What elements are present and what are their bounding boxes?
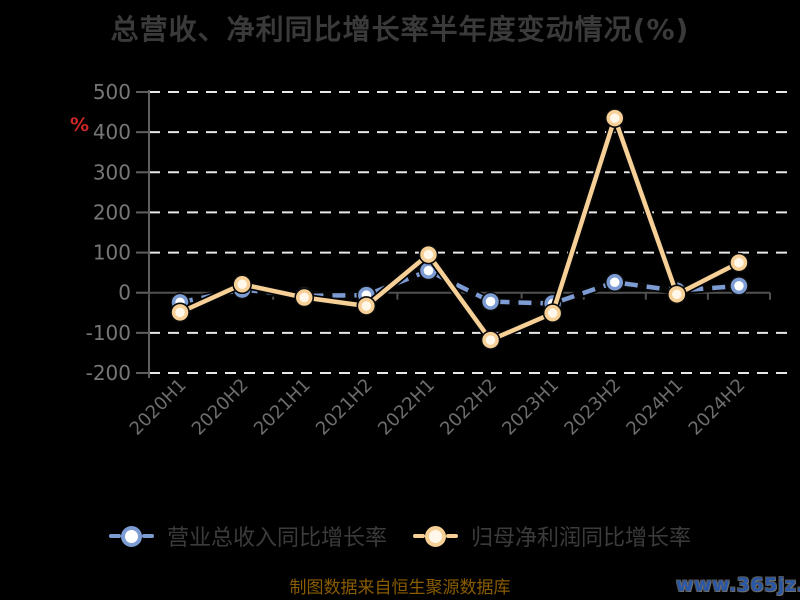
x-tick-label-2022H1: 2022H1 xyxy=(374,375,439,440)
site-watermark: www.365jz.com xyxy=(676,574,800,596)
x-tick-label-2023H2: 2023H2 xyxy=(560,375,625,440)
x-tick-label-2021H1: 2021H1 xyxy=(250,375,315,440)
chart-legend: 营业总收入同比增长率 归母净利润同比增长率 xyxy=(0,520,800,552)
data-point-2024H2 xyxy=(730,254,748,271)
data-point-2024H2 xyxy=(730,277,748,295)
data-point-ring xyxy=(232,274,252,295)
legend-line-segment xyxy=(141,534,154,538)
data-point-ring xyxy=(356,296,377,316)
y-tick-label-0: 0 xyxy=(118,281,131,305)
x-tick-label-2024H2: 2024H2 xyxy=(685,375,750,440)
y-tick-label--100: -100 xyxy=(86,321,131,345)
x-tick-label-2021H2: 2021H2 xyxy=(312,375,377,440)
series-line-1 xyxy=(179,115,740,343)
data-point-2021H2 xyxy=(358,297,375,315)
data-point-2023H1 xyxy=(544,304,561,322)
legend-line-circle-icon xyxy=(108,525,154,547)
legend-item-profit[interactable]: 归母净利润同比增长率 xyxy=(413,520,691,552)
x-tick-label-2024H1: 2024H1 xyxy=(622,375,687,440)
legend-line-circle-icon xyxy=(413,525,458,547)
legend-circle-marker xyxy=(120,525,142,547)
data-source-note: 制图数据来自恒生聚源数据库 xyxy=(289,578,511,598)
legend-label: 营业总收入同比增长率 xyxy=(166,526,387,551)
y-tick-label-500: 500 xyxy=(93,80,131,104)
data-point-ring xyxy=(667,284,687,305)
data-point-2021H1 xyxy=(296,289,313,306)
legend-line-segment xyxy=(446,534,458,538)
y-tick-label--200: -200 xyxy=(86,361,131,385)
y-tick-label-300: 300 xyxy=(93,160,131,184)
data-point-2024H1 xyxy=(668,286,686,303)
data-point-ring xyxy=(542,303,563,324)
data-point-2020H1 xyxy=(171,304,189,321)
y-axis-unit-label: % xyxy=(70,114,90,136)
x-tick-label-2023H1: 2023H1 xyxy=(498,375,563,440)
x-tick-label-2020H1: 2020H1 xyxy=(126,375,191,440)
data-point-2022H2 xyxy=(482,331,499,349)
data-point-ring xyxy=(480,330,501,350)
data-point-ring xyxy=(418,244,439,265)
legend-label: 归母净利润同比增长率 xyxy=(471,526,692,551)
y-tick-label-100: 100 xyxy=(93,241,131,265)
data-point-ring xyxy=(604,108,625,128)
legend-line-segment xyxy=(108,534,121,538)
data-point-ring xyxy=(729,252,749,273)
x-tick-label-2022H2: 2022H2 xyxy=(436,375,501,440)
y-tick-label-200: 200 xyxy=(93,200,131,224)
data-point-2022H1 xyxy=(420,246,437,263)
data-point-ring xyxy=(604,272,625,293)
data-point-ring xyxy=(729,276,749,296)
x-tick-label-2020H2: 2020H2 xyxy=(188,375,253,440)
data-point-ring xyxy=(480,291,501,312)
legend-item-revenue[interactable]: 营业总收入同比增长率 xyxy=(108,520,387,552)
data-point-ring xyxy=(170,302,190,323)
data-point-2023H2 xyxy=(606,274,623,291)
data-point-ring xyxy=(294,287,315,308)
chart-title: 总营收、净利同比增长率半年度变动情况(%) xyxy=(110,13,690,46)
data-point-2020H2 xyxy=(233,276,251,293)
legend-circle-marker xyxy=(425,525,446,547)
data-point-2022H2 xyxy=(482,293,499,310)
data-point-2023H2 xyxy=(606,109,623,127)
legend-line-segment xyxy=(413,534,425,538)
line-chart-plot: 5004003002001000-100-2002020H12020H22021… xyxy=(86,80,788,440)
y-tick-label-400: 400 xyxy=(93,120,131,144)
